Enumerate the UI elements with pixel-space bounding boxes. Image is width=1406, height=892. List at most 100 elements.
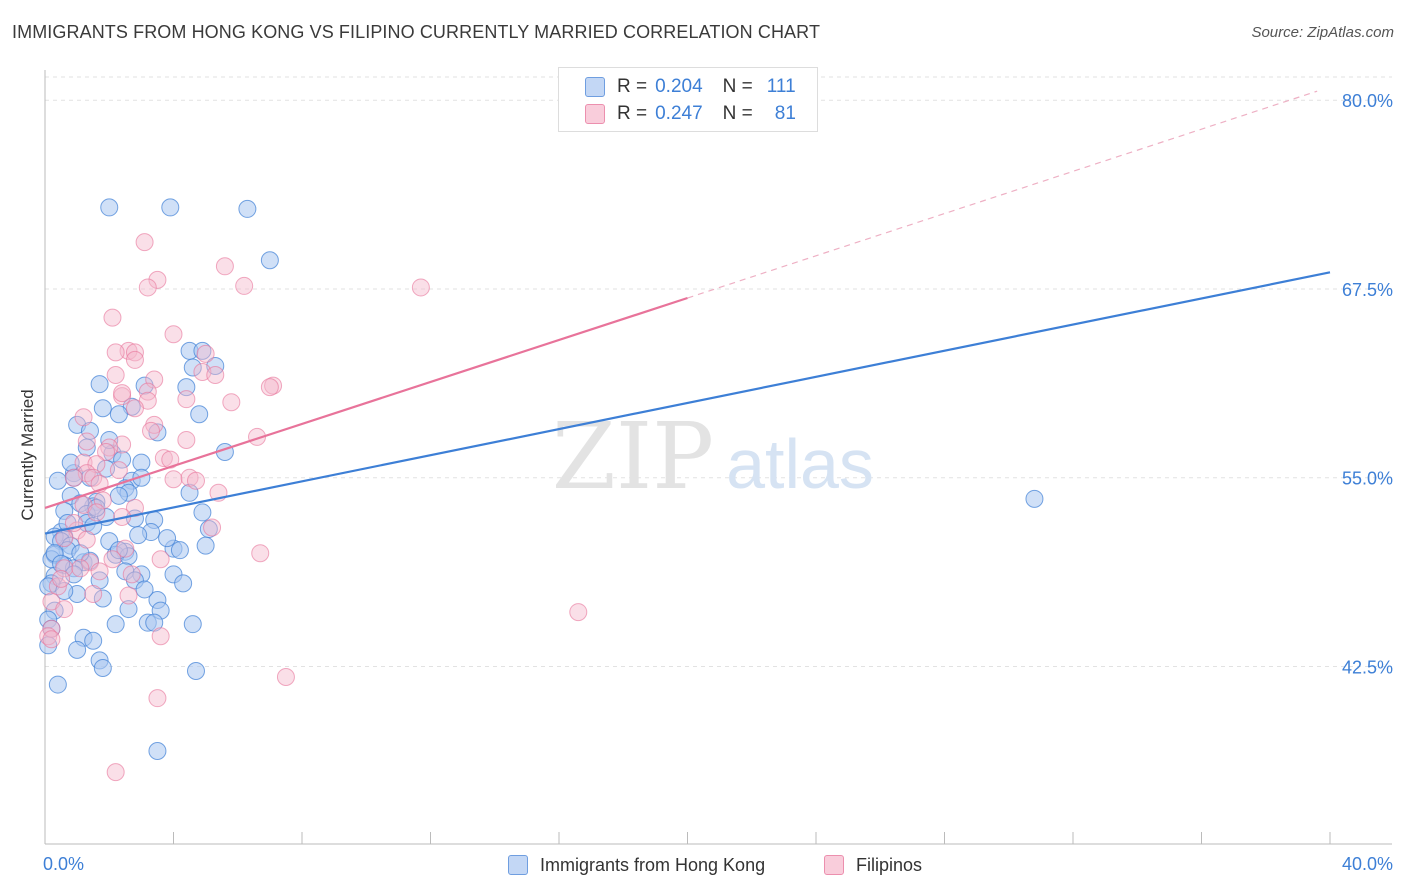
data-point-hong-kong — [100, 198, 119, 217]
data-point-hong-kong — [109, 486, 128, 505]
data-point-filipinos — [164, 470, 183, 489]
correlation-legend: R = 0.204 N = 111 R = 0.247 N = 81 — [558, 67, 818, 132]
data-point-filipinos — [55, 529, 74, 548]
data-point-hong-kong — [61, 453, 80, 472]
data-point-hong-kong — [68, 640, 87, 659]
data-point-filipinos — [55, 600, 74, 619]
legend-row-hong-kong: R = 0.204 N = 111 — [585, 74, 796, 100]
data-point-filipinos — [164, 325, 183, 344]
data-point-filipinos — [97, 443, 116, 462]
data-point-hong-kong — [55, 581, 74, 600]
data-point-hong-kong — [48, 675, 67, 694]
y-tick-label: 80.0% — [1342, 91, 1393, 111]
data-point-filipinos — [103, 550, 122, 569]
data-point-filipinos — [52, 569, 71, 588]
data-point-filipinos — [251, 544, 270, 563]
x-tick-label: 40.0% — [1342, 854, 1393, 874]
legend-r-label: R = — [617, 103, 648, 124]
data-point-filipinos — [177, 430, 196, 449]
data-point-hong-kong — [1025, 489, 1044, 508]
bottom-legend-swatch-blue — [508, 855, 528, 875]
bottom-legend-label: Immigrants from Hong Kong — [540, 854, 766, 875]
data-point-hong-kong — [148, 742, 167, 761]
y-tick-label: 67.5% — [1342, 280, 1393, 300]
data-point-hong-kong — [84, 631, 103, 650]
legend-n-label: N = — [722, 103, 753, 124]
data-point-filipinos — [125, 343, 144, 362]
data-point-filipinos — [113, 384, 132, 403]
data-point-filipinos — [74, 453, 93, 472]
data-point-hong-kong — [113, 450, 132, 469]
data-point-filipinos — [55, 559, 74, 578]
legend-r-value: 0.204 — [655, 76, 703, 97]
data-point-hong-kong — [48, 471, 67, 490]
data-point-filipinos — [196, 344, 215, 363]
data-point-filipinos — [264, 376, 283, 395]
legend-swatch-blue — [585, 77, 605, 97]
legend-n-value: 81 — [774, 103, 796, 124]
data-point-hong-kong — [90, 375, 109, 394]
data-point-filipinos — [119, 586, 138, 605]
data-point-hong-kong — [93, 658, 112, 677]
data-point-filipinos — [103, 308, 122, 327]
data-point-filipinos — [186, 471, 205, 490]
data-point-hong-kong — [183, 358, 202, 377]
bottom-legend-swatch-pink — [824, 855, 844, 875]
data-point-hong-kong — [93, 589, 112, 608]
data-point-hong-kong — [183, 615, 202, 634]
data-point-filipinos — [39, 627, 58, 646]
data-point-filipinos — [77, 530, 96, 549]
data-point-filipinos — [106, 763, 125, 782]
data-point-hong-kong — [93, 399, 112, 418]
data-point-hong-kong — [129, 526, 148, 545]
data-point-filipinos — [154, 449, 173, 468]
data-point-filipinos — [84, 584, 103, 603]
trend-line-filipinos — [44, 296, 688, 509]
source-label: Source: ZipAtlas.com — [1251, 24, 1394, 41]
watermark: ZIP atlas — [552, 403, 874, 510]
data-point-filipinos — [42, 630, 61, 649]
y-tick-label: 42.5% — [1342, 657, 1393, 677]
data-point-hong-kong — [193, 341, 212, 360]
data-point-filipinos — [222, 393, 241, 412]
data-point-hong-kong — [193, 503, 212, 522]
tick-labels: 42.5% 55.0% 67.5% 80.0% 0.0% 40.0% — [43, 91, 1393, 874]
data-point-hong-kong — [196, 536, 215, 555]
data-point-hong-kong — [260, 251, 279, 270]
watermark-zip: ZIP — [552, 403, 714, 510]
data-point-filipinos — [125, 399, 144, 418]
bottom-legend-label: Filipinos — [856, 854, 923, 875]
data-point-filipinos — [151, 627, 170, 646]
data-point-hong-kong — [109, 405, 128, 424]
data-point-filipinos — [122, 565, 141, 584]
axes — [44, 70, 1392, 845]
data-point-hong-kong — [132, 468, 151, 487]
series-filipinos-points — [39, 233, 588, 782]
data-point-hong-kong — [161, 198, 180, 217]
legend-n-label: N = — [722, 76, 753, 97]
data-point-filipinos — [135, 233, 154, 252]
data-point-hong-kong — [174, 574, 193, 593]
data-point-filipinos — [148, 689, 167, 708]
data-point-filipinos — [125, 350, 144, 369]
data-point-filipinos — [90, 562, 109, 581]
trend-line-hong-kong — [44, 271, 1331, 535]
legend-n-value: 111 — [766, 76, 796, 97]
data-point-filipinos — [138, 278, 157, 297]
data-point-hong-kong — [106, 615, 125, 634]
series-hong-kong-points — [39, 198, 1044, 761]
data-point-filipinos — [87, 455, 106, 474]
data-point-filipinos — [77, 432, 96, 451]
data-point-filipinos — [411, 278, 430, 297]
data-point-hong-kong — [135, 580, 154, 599]
data-point-filipinos — [106, 366, 125, 385]
legend-r-value: 0.247 — [655, 103, 703, 124]
data-point-hong-kong — [132, 453, 151, 472]
data-point-filipinos — [148, 270, 167, 289]
legend-swatch-pink — [585, 104, 605, 124]
data-point-hong-kong — [170, 541, 189, 560]
trend-line-filipinos-extrapolated — [687, 90, 1318, 299]
data-point-filipinos — [87, 503, 106, 522]
y-tick-label: 55.0% — [1342, 469, 1393, 489]
